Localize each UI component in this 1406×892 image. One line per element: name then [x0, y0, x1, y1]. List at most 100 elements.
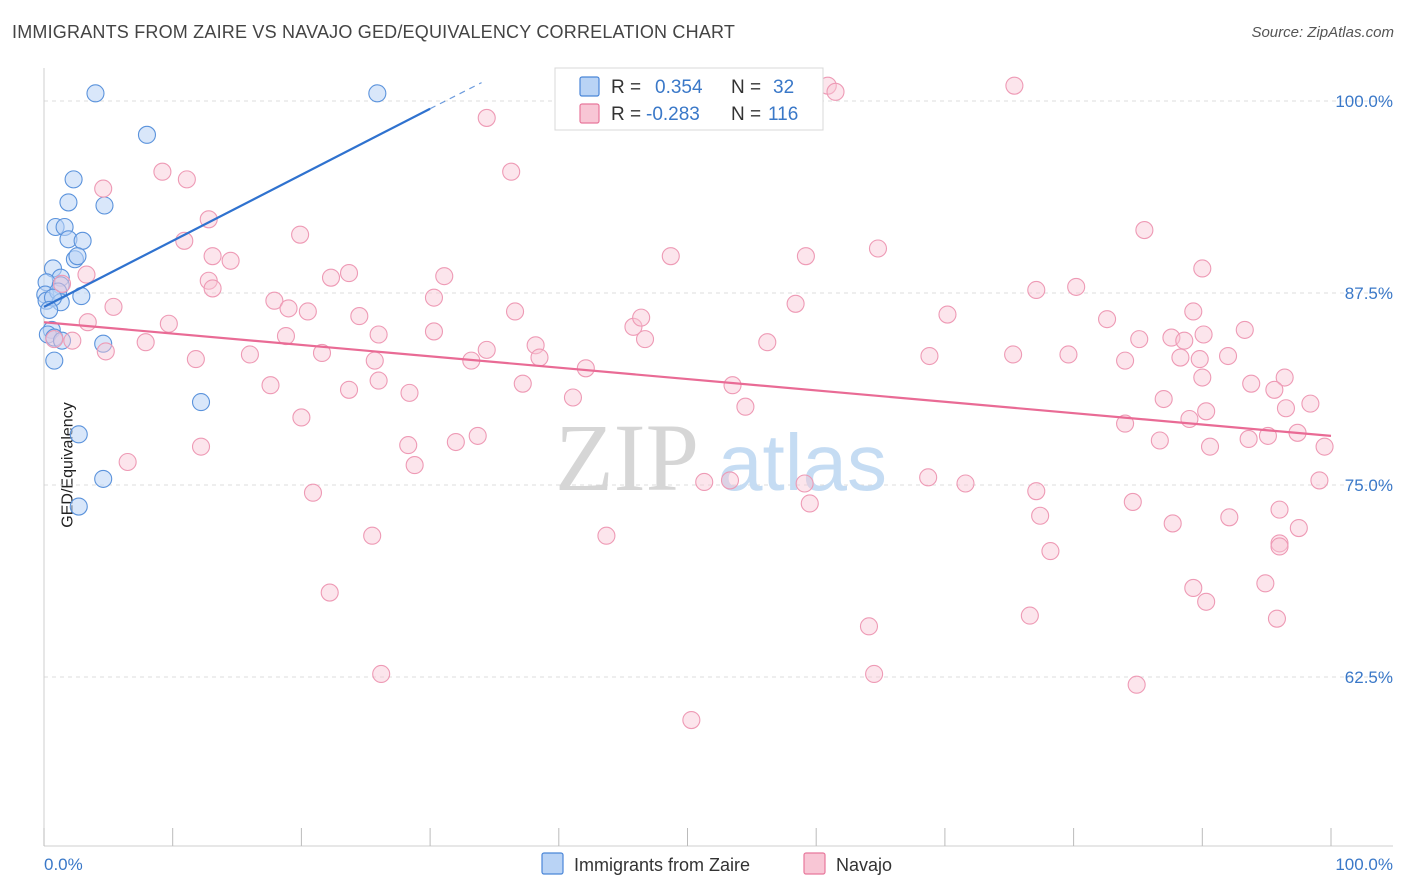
watermark-atlas: atlas: [718, 418, 887, 507]
navajo-point-99: [191, 437, 211, 456]
navajo-point-113: [695, 472, 714, 492]
zaire-point-2: [137, 125, 157, 144]
stats-n-value-1: 32: [773, 77, 794, 98]
navajo-point-97: [1239, 429, 1258, 449]
stats-legend-swatch-blue: [579, 76, 600, 97]
trend-line-zaire: [43, 107, 431, 308]
navajo-point-61: [186, 350, 205, 369]
navajo-point-3: [1005, 76, 1024, 95]
navajo-point-100: [118, 452, 137, 472]
navajo-point-6: [502, 162, 521, 181]
navajo-point-27: [424, 288, 444, 307]
stats-r-value-2: -0.283: [646, 104, 700, 125]
navajo-point-103: [720, 471, 740, 490]
navajo-point-124: [1256, 574, 1275, 593]
y-tick-label-2: 87.5%: [1345, 284, 1393, 303]
navajo-point-119: [1163, 514, 1182, 533]
navajo-point-43: [45, 330, 64, 349]
stats-r-label-2: R =: [611, 104, 641, 125]
navajo-point-115: [1315, 437, 1334, 456]
navajo-point-51: [624, 317, 643, 336]
navajo-point-32: [298, 302, 317, 321]
navajo-point-44: [63, 331, 82, 350]
navajo-point-72: [1193, 368, 1212, 387]
navajo-point-80: [723, 376, 742, 395]
navajo-point-121: [597, 526, 616, 545]
navajo-point-88: [1301, 394, 1320, 413]
x-tick-label-0: 0.0%: [44, 855, 83, 874]
navajo-point-64: [365, 351, 384, 370]
navajo-point-48: [424, 322, 444, 341]
zaire-point-29: [191, 393, 211, 412]
navajo-point-86: [1197, 402, 1216, 421]
navajo-point-106: [1027, 482, 1046, 501]
navajo-point-111: [1270, 500, 1289, 519]
navajo-point-82: [1059, 345, 1078, 364]
navajo-point-128: [363, 526, 382, 545]
navajo-point-129: [1197, 592, 1216, 611]
navajo-point-57: [1175, 331, 1194, 350]
navajo-point-131: [1267, 609, 1286, 628]
trend-line-zaire-extension: [429, 82, 482, 110]
navajo-point-58: [1194, 325, 1213, 344]
zaire-point-5: [59, 193, 78, 212]
navajo-point-49: [477, 340, 496, 359]
navajo-point-135: [1127, 675, 1146, 694]
navajo-point-24: [265, 291, 284, 310]
navajo-point-18: [661, 247, 680, 266]
series-legend: Immigrants from Zaire Navajo: [541, 852, 892, 875]
navajo-point-4: [826, 82, 845, 101]
navajo-point-77: [400, 383, 419, 402]
source-label: Source: ZipAtlas.com: [1251, 24, 1394, 41]
navajo-point-110: [1031, 506, 1050, 525]
stats-legend-frame: [554, 67, 824, 131]
tick-label-layer: 62.5% 75.0% 87.5% 100.0% 0.0% 100.0%: [44, 92, 1393, 874]
navajo-point-19: [796, 247, 815, 266]
navajo-point-47: [369, 325, 388, 344]
legend-swatch-navajo: [803, 852, 826, 875]
navajo-point-34: [159, 314, 178, 333]
navajo-point-12: [291, 225, 310, 244]
zaire-point-31: [94, 469, 113, 488]
navajo-point-63: [312, 343, 332, 362]
zaire-point-28: [45, 351, 64, 370]
navajo-point-89: [292, 408, 311, 427]
navajo-point-53: [635, 330, 655, 349]
navajo-point-39: [1067, 277, 1086, 296]
watermark: ZIP atlas: [555, 404, 887, 511]
navajo-point-132: [865, 664, 884, 684]
stats-r-label-1: R =: [611, 77, 641, 98]
navajo-point-70: [1171, 348, 1190, 367]
navajo-point-69: [1116, 351, 1135, 370]
legend-label-navajo: Navajo: [836, 855, 892, 875]
legend-swatch-zaire: [541, 852, 564, 875]
navajo-point-7: [153, 162, 172, 181]
navajo-point-22: [1193, 259, 1212, 278]
navajo-point-35: [78, 313, 97, 332]
navajo-point-84: [1265, 380, 1284, 399]
navajo-point-62: [240, 345, 259, 364]
navajo-point-112: [795, 474, 814, 493]
navajo-point-122: [1041, 542, 1060, 561]
navajo-point-13: [203, 247, 222, 266]
navajo-point-76: [369, 371, 388, 390]
navajo-point-75: [339, 380, 359, 399]
navajo-point-60: [96, 342, 115, 361]
navajo-point-9: [94, 179, 113, 198]
navajo-point-37: [938, 305, 957, 324]
navajo-point-54: [758, 333, 777, 352]
navajo-point-81: [920, 346, 939, 366]
y-tick-label-1: 75.0%: [1345, 476, 1393, 495]
navajo-point-87: [1276, 399, 1296, 418]
navajo-point-67: [513, 374, 532, 393]
navajo-point-15: [52, 274, 72, 293]
navajo-point-107: [956, 474, 975, 493]
navajo-point-31: [505, 302, 525, 321]
stats-legend: R = 0.354 N = 32 R = -0.283 N = 116: [554, 67, 824, 131]
navajo-point-26: [435, 267, 454, 286]
stats-n-label-1: N =: [731, 77, 761, 98]
stats-legend-swatch-pink: [579, 103, 600, 124]
trend-line-navajo: [43, 321, 1332, 437]
navajo-point-8: [177, 170, 196, 189]
